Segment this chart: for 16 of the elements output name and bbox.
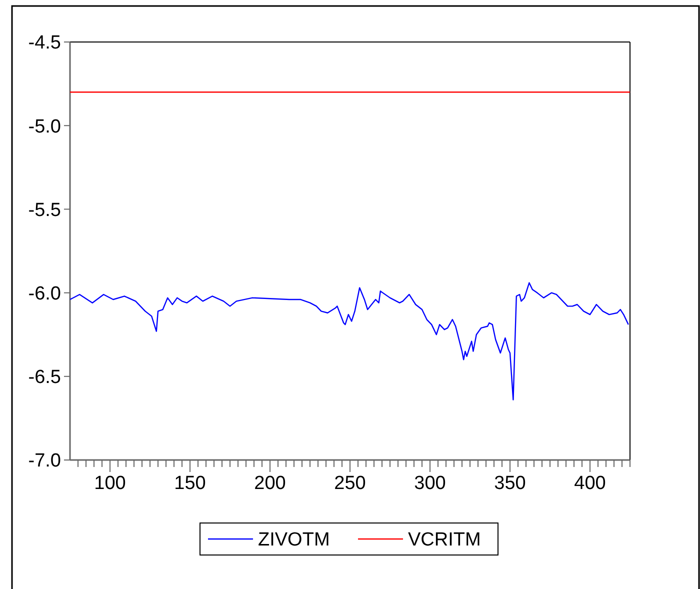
x-tick-label: 150 — [174, 473, 206, 494]
y-tick-label: -5.0 — [28, 116, 61, 138]
x-tick-label: 400 — [574, 473, 606, 494]
x-tick-label: 100 — [94, 473, 126, 494]
x-tick-label: 350 — [494, 473, 526, 494]
legend-label: ZIVOTM — [258, 530, 330, 551]
y-tick-label: -5.5 — [28, 200, 61, 221]
line-series — [69, 282, 629, 400]
x-tick-label: 200 — [254, 473, 286, 494]
legend-label: VCRITM — [408, 530, 481, 551]
y-tick-label: -4.5 — [28, 32, 61, 54]
x-tick-label: 250 — [334, 473, 366, 494]
y-tick-label: -6.5 — [28, 367, 61, 388]
y-tick-label: -6.0 — [28, 283, 61, 304]
x-tick-label: 300 — [414, 473, 446, 494]
y-tick-label: -7.0 — [28, 450, 61, 472]
